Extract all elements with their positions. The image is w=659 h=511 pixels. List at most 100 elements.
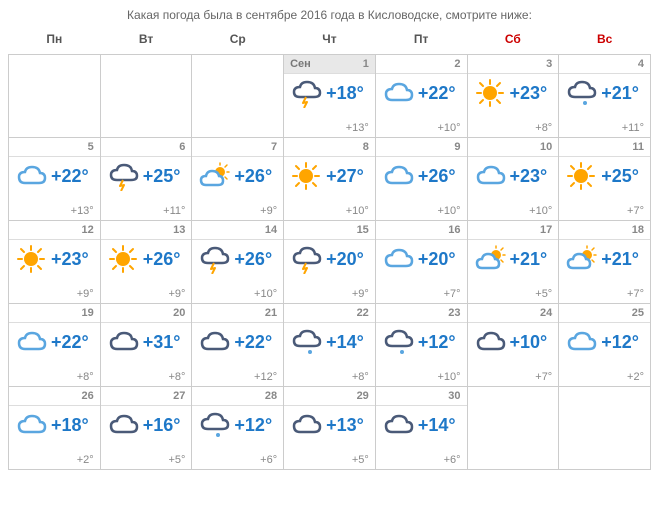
weekday-header: Сб xyxy=(467,28,559,55)
date-label: 4 xyxy=(559,55,650,74)
cloud_blue-icon xyxy=(382,161,414,191)
temp-high: +13° xyxy=(326,416,364,434)
temp-high: +26° xyxy=(234,167,272,185)
temp-low: +10° xyxy=(346,205,369,217)
temp-low: +13° xyxy=(71,205,94,217)
temp-high: +12° xyxy=(234,416,272,434)
calendar-cell: 21 +22° +12° xyxy=(192,304,284,387)
rain_dark-icon xyxy=(382,327,414,357)
calendar-cell: 16 +20° +7° xyxy=(375,221,467,304)
weekday-header: Вт xyxy=(100,28,192,55)
temp-low: +8° xyxy=(535,122,552,134)
calendar-cell: 30+14°+6° xyxy=(375,387,467,470)
date-label: 20 xyxy=(101,304,192,323)
date-label: 2 xyxy=(376,55,467,74)
calendar-cell xyxy=(192,55,284,138)
calendar-cell: 2+22°+10° xyxy=(375,55,467,138)
weekday-header: Пн xyxy=(9,28,101,55)
calendar-cell: 13+26°+9° xyxy=(100,221,192,304)
date-label: 17 xyxy=(468,221,559,240)
date-label: 3 xyxy=(468,55,559,74)
date-label: 6 xyxy=(101,138,192,157)
temp-low: +10° xyxy=(437,371,460,383)
sun-icon xyxy=(474,78,506,108)
calendar-cell xyxy=(559,387,651,470)
date-label: 18 xyxy=(559,221,650,240)
date-label: 8 xyxy=(284,138,375,157)
rain_dark-icon xyxy=(290,327,322,357)
temp-low: +7° xyxy=(444,288,461,300)
temp-low: +8° xyxy=(77,371,94,383)
temp-low: +5° xyxy=(535,288,552,300)
temp-high: +21° xyxy=(601,84,639,102)
calendar-cell: 8 +27° +10° xyxy=(284,138,376,221)
date-label: 21 xyxy=(192,304,283,323)
date-label: 22 xyxy=(284,304,375,323)
temp-high: +16° xyxy=(143,416,181,434)
calendar-cell: 27+16°+5° xyxy=(100,387,192,470)
date-label: 15 xyxy=(284,221,375,240)
temp-low: +11° xyxy=(622,122,644,134)
temp-high: +21° xyxy=(601,250,639,268)
temp-low: +10° xyxy=(437,205,460,217)
temp-low: +10° xyxy=(254,288,277,300)
date-label: 23 xyxy=(376,304,467,323)
cloud_blue-icon xyxy=(15,327,47,357)
date-label: 13 xyxy=(101,221,192,240)
cloud_dark-icon xyxy=(290,410,322,440)
storm-icon xyxy=(290,78,322,108)
calendar-cell: 29+13°+5° xyxy=(284,387,376,470)
storm-icon xyxy=(107,161,139,191)
sun-icon xyxy=(290,161,322,191)
cloud_dark-icon xyxy=(107,410,139,440)
temp-high: +26° xyxy=(143,250,181,268)
weekday-header: Чт xyxy=(284,28,376,55)
temp-low: +9° xyxy=(352,288,369,300)
temp-high: +23° xyxy=(510,167,548,185)
date-label: 9 xyxy=(376,138,467,157)
weekday-header: Ср xyxy=(192,28,284,55)
calendar-cell: Сен1+18°+13° xyxy=(284,55,376,138)
temp-high: +22° xyxy=(234,333,272,351)
temp-high: +31° xyxy=(143,333,181,351)
temp-high: +22° xyxy=(51,333,89,351)
cloud_blue-icon xyxy=(15,161,47,191)
temp-high: +23° xyxy=(510,84,548,102)
date-label: 16 xyxy=(376,221,467,240)
calendar-cell: 15+20°+9° xyxy=(284,221,376,304)
temp-high: +18° xyxy=(326,84,364,102)
cloud_dark-icon xyxy=(107,327,139,357)
calendar-cell: 14+26°+10° xyxy=(192,221,284,304)
rain_dark-icon xyxy=(198,410,230,440)
date-label: Сен1 xyxy=(284,55,375,74)
rain_dark-icon xyxy=(565,78,597,108)
temp-high: +22° xyxy=(418,84,456,102)
date-label: 11 xyxy=(559,138,650,157)
partly_blue-icon xyxy=(198,161,230,191)
temp-high: +21° xyxy=(510,250,548,268)
sun-icon xyxy=(107,244,139,274)
temp-high: +18° xyxy=(51,416,89,434)
temp-high: +12° xyxy=(601,333,639,351)
calendar-cell: 12+23°+9° xyxy=(9,221,101,304)
calendar-cell: 19+22°+8° xyxy=(9,304,101,387)
cloud_blue-icon xyxy=(382,78,414,108)
date-label: 26 xyxy=(9,387,100,406)
partly_blue-icon xyxy=(474,244,506,274)
temp-high: +20° xyxy=(418,250,456,268)
temp-low: +12° xyxy=(254,371,277,383)
date-label: 29 xyxy=(284,387,375,406)
temp-high: +26° xyxy=(234,250,272,268)
temp-low: +5° xyxy=(168,454,185,466)
sun-icon xyxy=(565,161,597,191)
calendar-cell: 26+18°+2° xyxy=(9,387,101,470)
temp-low: +9° xyxy=(260,205,277,217)
calendar-cell xyxy=(100,55,192,138)
calendar-cell: 6+25°+11° xyxy=(100,138,192,221)
calendar-cell: 25+12°+2° xyxy=(559,304,651,387)
temp-high: +27° xyxy=(326,167,364,185)
date-label: 28 xyxy=(192,387,283,406)
temp-high: +25° xyxy=(601,167,639,185)
temp-high: +12° xyxy=(418,333,456,351)
calendar-cell xyxy=(467,387,559,470)
